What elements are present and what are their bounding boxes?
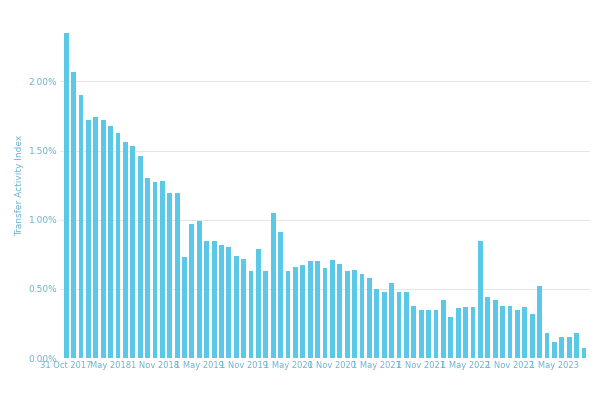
Bar <box>419 310 424 358</box>
Bar <box>500 306 505 358</box>
Bar <box>264 271 268 358</box>
Bar <box>116 133 120 358</box>
Bar <box>219 245 224 358</box>
Bar <box>404 292 409 358</box>
Bar <box>345 271 350 358</box>
Bar <box>271 213 276 358</box>
Bar <box>456 309 461 358</box>
Bar <box>545 333 550 358</box>
Bar <box>175 193 179 358</box>
Bar <box>256 249 261 358</box>
Bar <box>278 232 283 358</box>
Bar <box>530 314 535 358</box>
Bar <box>93 117 98 358</box>
Bar <box>160 181 165 358</box>
Bar <box>78 95 83 358</box>
Bar <box>352 269 357 358</box>
Bar <box>138 156 143 358</box>
Bar <box>552 341 557 358</box>
Bar <box>241 258 246 358</box>
Bar <box>108 126 113 358</box>
Bar <box>426 310 431 358</box>
Bar <box>152 182 157 358</box>
Bar <box>145 178 150 358</box>
Bar <box>330 260 335 358</box>
Bar <box>523 307 527 358</box>
Bar <box>286 271 291 358</box>
Bar <box>71 72 76 358</box>
Bar <box>478 241 483 358</box>
Y-axis label: Transfer Activity Index: Transfer Activity Index <box>16 135 25 236</box>
Bar <box>433 310 438 358</box>
Bar <box>537 286 542 358</box>
Bar <box>226 247 231 358</box>
Bar <box>212 241 217 358</box>
Bar <box>582 348 586 358</box>
Bar <box>574 333 579 358</box>
Bar <box>567 337 572 358</box>
Bar <box>308 261 312 358</box>
Bar <box>448 317 453 358</box>
Bar <box>167 193 172 358</box>
Bar <box>86 120 91 358</box>
Bar <box>293 267 298 358</box>
Bar <box>197 221 202 358</box>
Bar <box>397 292 402 358</box>
Bar <box>485 297 490 358</box>
Bar <box>315 261 320 358</box>
Bar <box>190 224 194 358</box>
Bar <box>515 310 520 358</box>
Bar <box>359 274 364 358</box>
Bar <box>374 289 379 358</box>
Bar <box>234 256 239 358</box>
Bar <box>323 268 327 358</box>
Bar <box>367 278 372 358</box>
Bar <box>130 147 135 358</box>
Bar <box>464 307 468 358</box>
Bar <box>338 264 343 358</box>
Bar <box>123 142 128 358</box>
Bar <box>411 306 416 358</box>
Bar <box>389 283 394 358</box>
Bar <box>101 120 105 358</box>
Bar <box>441 300 446 358</box>
Bar <box>64 33 69 358</box>
Bar <box>204 241 209 358</box>
Bar <box>507 306 512 358</box>
Bar <box>182 257 187 358</box>
Bar <box>249 271 253 358</box>
Bar <box>300 265 305 358</box>
Bar <box>493 300 498 358</box>
Bar <box>559 337 564 358</box>
Bar <box>471 307 476 358</box>
Bar <box>382 292 386 358</box>
